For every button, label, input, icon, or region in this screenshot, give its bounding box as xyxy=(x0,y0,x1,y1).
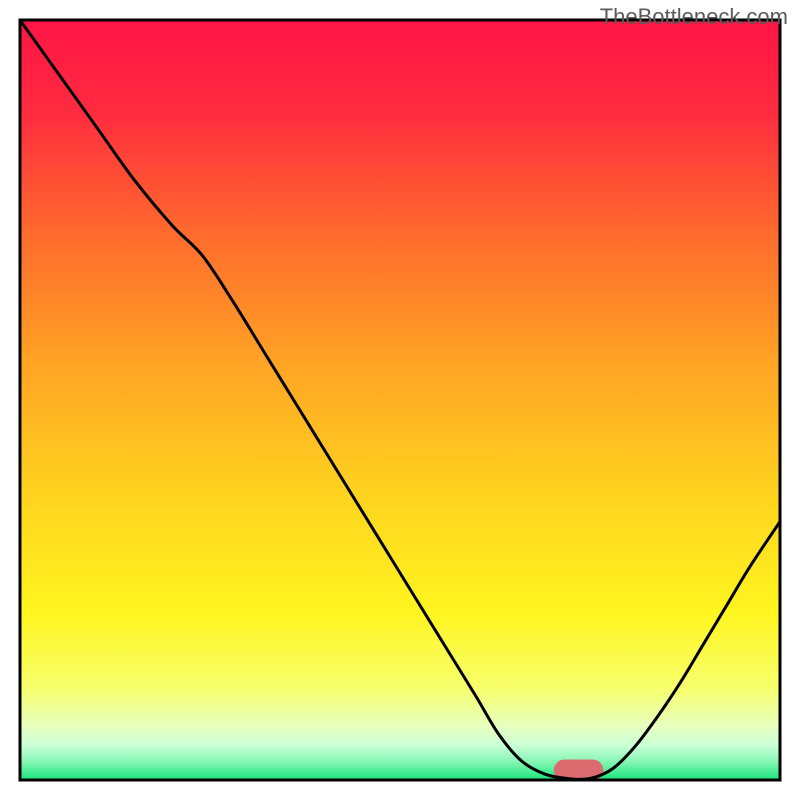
bottleneck-chart xyxy=(0,0,800,800)
gradient-background xyxy=(20,20,780,780)
chart-container: TheBottleneck.com xyxy=(0,0,800,800)
